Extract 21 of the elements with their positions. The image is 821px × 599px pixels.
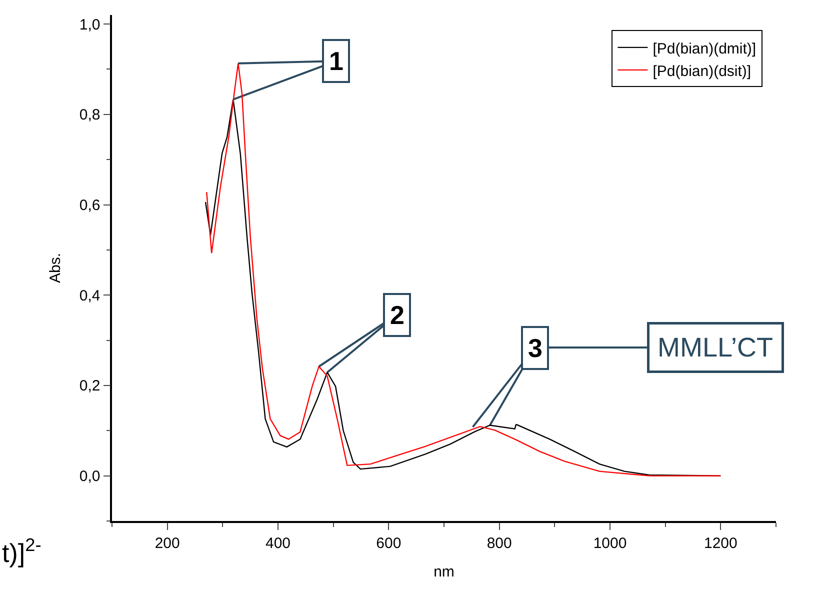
y-tick-label: 0,6 [79,197,100,214]
legend-label: [Pd(bian)(dsit)] [652,62,752,80]
x-tick-label: 800 [486,534,512,552]
annotation: 3 [528,333,542,363]
y-tick-label: 1,0 [79,16,100,34]
y-tick-label: 0,2 [79,378,100,395]
x-tick-label: 200 [154,534,180,552]
annotation: 2 [390,300,404,330]
y-axis-title: Abs. [47,252,64,284]
x-axis-title: nm [434,563,454,580]
annotation: 1 [329,46,344,76]
x-tick-label: 1000 [593,534,627,552]
y-tick-label: 0,0 [79,468,100,486]
annotation: MMLL’CT [658,332,774,362]
x-tick-label: 600 [376,534,402,552]
y-tick-label: 0,8 [79,106,100,124]
y-tick-label: 0,4 [79,287,100,304]
x-tick-label: 1200 [704,534,738,552]
legend-label: [Pd(bian)(dmit)] [652,40,756,58]
x-tick-label: 400 [265,534,291,552]
text: t)]$^{2-}$ [2,535,42,568]
